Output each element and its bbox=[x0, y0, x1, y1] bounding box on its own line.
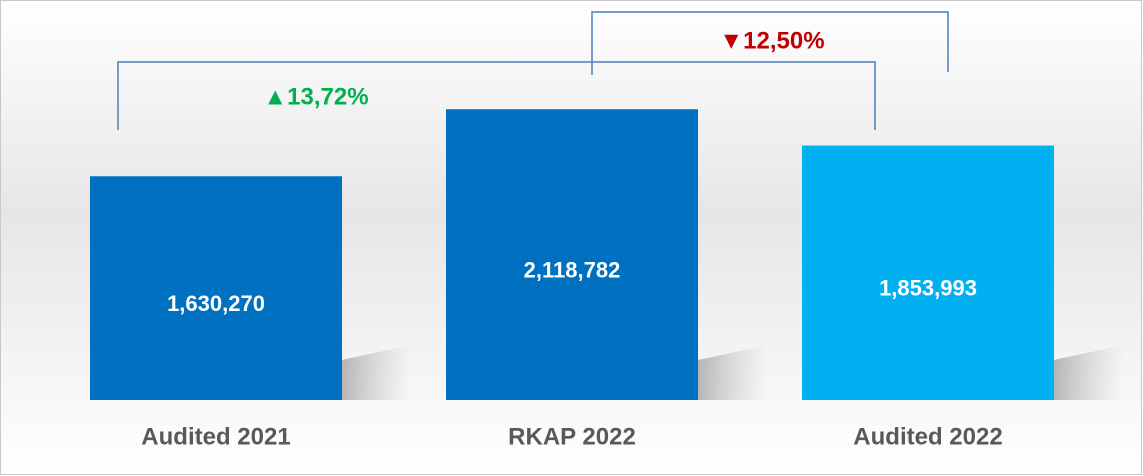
bracket bbox=[591, 11, 949, 75]
bar-shadow bbox=[1054, 345, 1124, 400]
bar-shadow bbox=[698, 345, 768, 400]
value-label: 1,630,270 bbox=[167, 291, 265, 316]
x-tick-label: Audited 2022 bbox=[853, 423, 1002, 450]
annotation: ▼12,50% bbox=[719, 27, 824, 54]
bar bbox=[446, 109, 698, 400]
bracket bbox=[117, 61, 876, 130]
bar bbox=[90, 176, 342, 400]
value-label: 2,118,782 bbox=[524, 257, 621, 282]
x-tick-label: RKAP 2022 bbox=[508, 423, 636, 450]
annotation: ▲13,72% bbox=[263, 83, 368, 110]
bar-shadow bbox=[342, 345, 412, 400]
x-tick-label: Audited 2021 bbox=[141, 423, 290, 450]
value-label: 1,853,993 bbox=[879, 276, 977, 301]
bar bbox=[802, 145, 1054, 400]
